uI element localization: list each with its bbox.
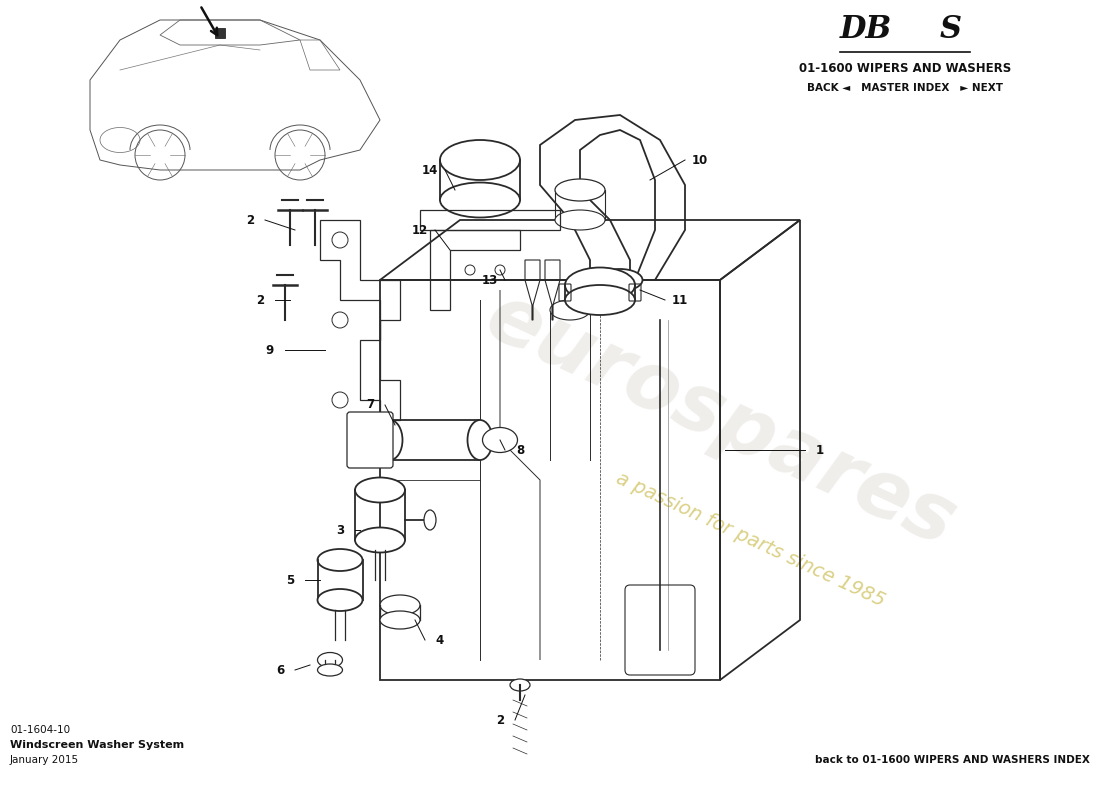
- Text: Windscreen Washer System: Windscreen Washer System: [10, 740, 184, 750]
- Ellipse shape: [379, 611, 420, 629]
- Ellipse shape: [556, 179, 605, 201]
- Ellipse shape: [377, 420, 403, 460]
- Ellipse shape: [318, 664, 342, 676]
- Text: 6: 6: [276, 663, 284, 677]
- Ellipse shape: [510, 679, 530, 691]
- Text: back to 01-1600 WIPERS AND WASHERS INDEX: back to 01-1600 WIPERS AND WASHERS INDEX: [815, 755, 1090, 765]
- Text: 3: 3: [336, 523, 344, 537]
- Text: January 2015: January 2015: [10, 755, 79, 765]
- Text: 14: 14: [421, 163, 438, 177]
- FancyBboxPatch shape: [346, 412, 393, 468]
- Text: 4: 4: [436, 634, 444, 646]
- Text: 5: 5: [286, 574, 294, 586]
- Text: 01-1604-10: 01-1604-10: [10, 725, 70, 735]
- Text: eurospares: eurospares: [473, 277, 967, 563]
- Ellipse shape: [440, 182, 520, 218]
- Text: 1: 1: [816, 443, 824, 457]
- Ellipse shape: [550, 300, 590, 320]
- Ellipse shape: [440, 140, 520, 180]
- Text: 12: 12: [411, 223, 428, 237]
- Ellipse shape: [556, 210, 605, 230]
- Text: a passion for parts since 1985: a passion for parts since 1985: [613, 469, 888, 611]
- Ellipse shape: [355, 527, 405, 553]
- Text: 8: 8: [516, 443, 524, 457]
- Ellipse shape: [565, 267, 635, 302]
- Ellipse shape: [424, 510, 436, 530]
- Text: 2: 2: [496, 714, 504, 726]
- Ellipse shape: [565, 285, 635, 315]
- Text: DB: DB: [840, 14, 892, 46]
- Text: 2: 2: [256, 294, 264, 306]
- Text: BACK ◄   MASTER INDEX   ► NEXT: BACK ◄ MASTER INDEX ► NEXT: [807, 83, 1003, 93]
- Text: 9: 9: [266, 343, 274, 357]
- Text: 13: 13: [482, 274, 498, 286]
- Text: S: S: [940, 14, 962, 46]
- Text: 2: 2: [246, 214, 254, 226]
- Text: 11: 11: [672, 294, 689, 306]
- Text: 10: 10: [692, 154, 708, 166]
- Ellipse shape: [355, 478, 405, 502]
- Polygon shape: [214, 28, 225, 38]
- Ellipse shape: [483, 427, 517, 453]
- Text: 01-1600 WIPERS AND WASHERS: 01-1600 WIPERS AND WASHERS: [799, 62, 1011, 74]
- Ellipse shape: [318, 653, 342, 667]
- Ellipse shape: [318, 549, 363, 571]
- Text: 7: 7: [366, 398, 374, 411]
- Ellipse shape: [379, 595, 420, 615]
- Ellipse shape: [318, 589, 363, 611]
- Ellipse shape: [468, 420, 493, 460]
- Ellipse shape: [597, 269, 642, 291]
